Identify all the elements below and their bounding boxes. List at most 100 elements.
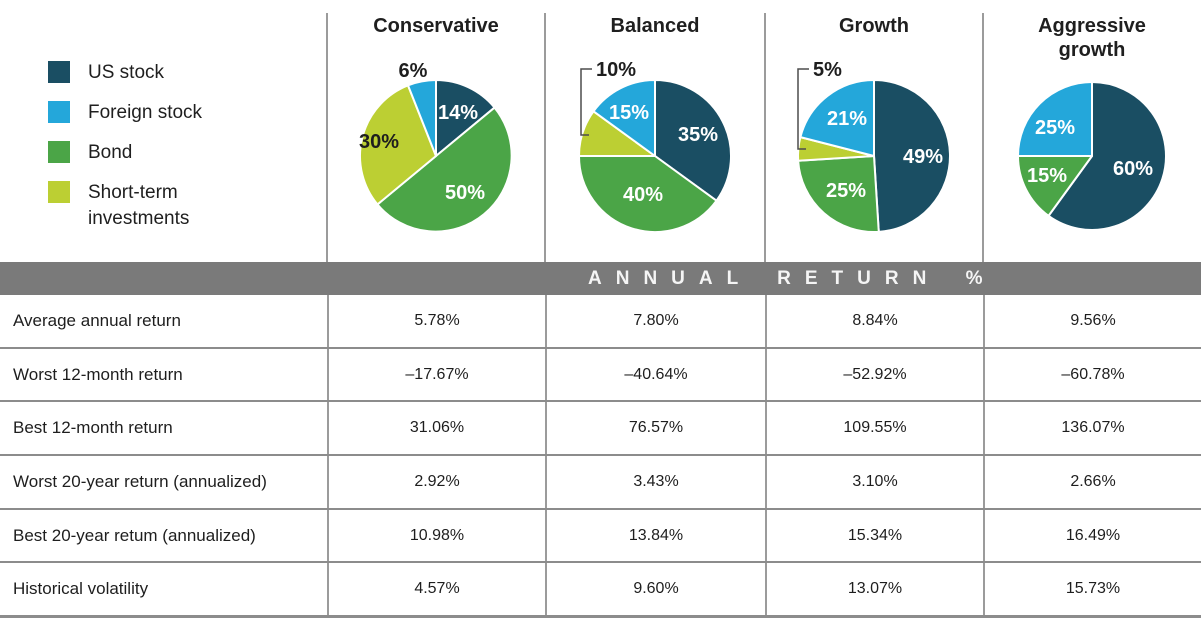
us-stock-swatch-icon <box>48 61 70 83</box>
value-cell: 76.57% <box>545 402 765 455</box>
value-cell: 3.10% <box>765 456 983 508</box>
legend-label: Short-term investments <box>88 182 190 229</box>
annual-return-band: ANNUAL RETURN % <box>0 262 1201 295</box>
table-row: Worst 12-month return –17.67% –40.64% –52.9… <box>0 346 1201 401</box>
foreign-stock-swatch-icon <box>48 101 70 123</box>
value-cell: 13.07% <box>765 563 983 616</box>
bond-swatch-icon <box>48 141 70 163</box>
value-cell: 16.49% <box>983 509 1201 562</box>
value-cell: 8.84% <box>765 295 983 347</box>
pie-slice-us-stock <box>873 79 951 233</box>
value-cell: 109.55% <box>765 402 983 455</box>
table-row: Best 20-year retum (annualized) 10.98% 13.… <box>0 507 1201 562</box>
column-divider <box>326 13 328 262</box>
pie-slice-bond <box>1017 155 1093 217</box>
pie-section: US stock Foreign stock Bond Short-term i… <box>0 0 1201 262</box>
pie-label-foreign-stock: 21% <box>827 108 867 130</box>
pie-label-us-stock: 60% <box>1113 158 1153 180</box>
value-cell: 2.66% <box>983 456 1201 508</box>
pie-title: Growth <box>839 15 909 37</box>
value-cell: 3.43% <box>545 456 765 508</box>
legend: US stock Foreign stock Bond Short-term i… <box>48 60 288 232</box>
legend-label: US stock <box>88 62 165 83</box>
pie-chart-balanced: 35% 40% 10% 15% <box>578 59 732 233</box>
pie-title: Aggressive growth <box>1038 15 1146 61</box>
pie-slice-foreign-stock <box>799 79 875 157</box>
pie-column-conservative: Conservative 14% 50% 30% 6% <box>327 0 545 262</box>
value-cell: 15.73% <box>983 563 1201 616</box>
value-cell: 7.80% <box>545 295 765 347</box>
value-cell: –17.67% <box>327 348 545 401</box>
pie-slice-short-term-investments <box>359 84 437 206</box>
pie-slice-foreign-stock <box>592 79 656 157</box>
row-label: Worst 20-year return (annualized) <box>13 471 267 491</box>
legend-item-bond: Bond <box>48 140 288 166</box>
pie-label-bond: 50% <box>445 182 485 204</box>
row-label: Average annual return <box>13 310 181 330</box>
short-term-swatch-icon <box>48 181 70 203</box>
value-cell: –52.92% <box>765 348 983 401</box>
pie-column-balanced: Balanced 35% 40% 10% 15% <box>545 0 765 262</box>
pie-column-aggressive-growth: Aggressive growth 60% 15% 25% <box>983 0 1201 262</box>
pie-slice-bond <box>797 155 880 233</box>
column-divider <box>982 13 984 262</box>
pie-label-foreign-stock: 25% <box>1035 117 1075 139</box>
row-label: Best 20-year retum (annualized) <box>13 525 256 545</box>
row-label: Best 12-month return <box>13 418 173 438</box>
legend-item-short-term: Short-term investments <box>48 180 288 232</box>
pie-chart-aggressive-growth: 60% 15% 25% <box>1017 81 1167 231</box>
table-row: Average annual return 5.78% 7.80% 8.84% 9.56… <box>0 295 1201 347</box>
table-row: Historical volatility 4.57% 9.60% 13.07% 15.… <box>0 561 1201 616</box>
annual-return-band-title: ANNUAL RETURN % <box>588 267 997 289</box>
row-label: Historical volatility <box>13 579 149 599</box>
table-row: Best 12-month return 31.06% 76.57% 109.55% 1… <box>0 400 1201 455</box>
value-cell: –60.78% <box>983 348 1201 401</box>
column-divider <box>764 13 766 262</box>
pie-slice-bond <box>578 155 718 233</box>
row-label: Worst 12-month return <box>13 364 183 384</box>
value-cell: 9.60% <box>545 563 765 616</box>
pie-label-bond: 15% <box>1027 165 1067 187</box>
legend-item-foreign-stock: Foreign stock <box>48 100 288 126</box>
callout-bracket <box>580 68 592 136</box>
pie-label-short-term-investments: 30% <box>359 131 399 153</box>
pie-slice-us-stock <box>654 79 732 202</box>
pie-slice-us-stock <box>435 79 496 157</box>
value-cell: 5.78% <box>327 295 545 347</box>
legend-label: Foreign stock <box>88 102 203 123</box>
pie-chart-conservative: 14% 50% 30% 6% <box>359 60 513 233</box>
pie-label-us-stock: 14% <box>438 102 478 124</box>
pie-chart-growth: 49% 25% 5% 21% <box>797 59 951 233</box>
pie-slice-foreign-stock <box>407 79 437 157</box>
pie-label-us-stock: 49% <box>903 146 943 168</box>
annual-return-table: Average annual return 5.78% 7.80% 8.84% 9.56… <box>0 295 1201 618</box>
callout-bracket <box>797 68 809 150</box>
legend-item-us-stock: US stock <box>48 60 288 86</box>
value-cell: 136.07% <box>983 402 1201 455</box>
pie-column-growth: Growth 49% 25% 5% 21% <box>765 0 983 262</box>
column-divider <box>544 13 546 262</box>
value-cell: 31.06% <box>327 402 545 455</box>
legend-label: Bond <box>88 142 133 163</box>
value-cell: 15.34% <box>765 509 983 562</box>
value-cell: 13.84% <box>545 509 765 562</box>
table-row: Worst 20-year return (annualized) 2.92% 3.… <box>0 454 1201 508</box>
pie-label-short-term-investments: 5% <box>813 59 842 81</box>
pie-label-foreign-stock: 6% <box>399 60 428 82</box>
pie-slice-bond <box>376 106 513 233</box>
pie-slice-us-stock <box>1047 81 1167 231</box>
pie-label-bond: 25% <box>826 180 866 202</box>
pie-label-us-stock: 35% <box>678 124 718 146</box>
pie-title: Conservative <box>373 15 499 37</box>
pie-label-bond: 40% <box>623 184 663 206</box>
value-cell: 4.57% <box>327 563 545 616</box>
pie-label-foreign-stock: 15% <box>609 102 649 124</box>
pie-title: Balanced <box>610 15 700 37</box>
value-cell: 9.56% <box>983 295 1201 347</box>
value-cell: –40.64% <box>545 348 765 401</box>
value-cell: 10.98% <box>327 509 545 562</box>
pie-label-short-term-investments: 10% <box>596 59 636 81</box>
pie-slice-foreign-stock <box>1017 81 1093 157</box>
value-cell: 2.92% <box>327 456 545 508</box>
